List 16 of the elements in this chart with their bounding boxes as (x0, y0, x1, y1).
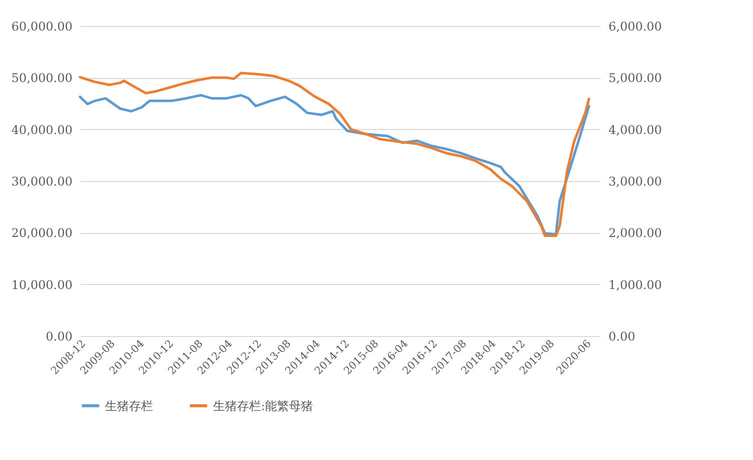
y-tick-label: 40,000.00 (11, 122, 72, 137)
y2-tick-label: 3,000.00 (608, 174, 662, 188)
y2-tick-label: 6,000.00 (608, 20, 662, 34)
legend-label: 生猪存栏 (105, 398, 153, 413)
y2-tick-label: 0.00 (608, 330, 636, 344)
y2-tick-label: 4,000.00 (608, 122, 662, 137)
y-tick-label: 30,000.00 (11, 174, 72, 188)
y2-tick-label: 5,000.00 (608, 71, 662, 86)
legend-label: 生猪存栏:能繁母猪 (213, 398, 314, 413)
y-tick-label: 60,000.00 (11, 20, 72, 34)
y2-tick-label: 2,000.00 (608, 226, 662, 240)
y-tick-label: 50,000.00 (11, 71, 72, 86)
y-tick-label: 20,000.00 (11, 226, 72, 240)
y-tick-label: 10,000.00 (11, 278, 72, 292)
y2-tick-label: 1,000.00 (608, 278, 662, 292)
y-tick-label: 0.00 (46, 330, 72, 344)
